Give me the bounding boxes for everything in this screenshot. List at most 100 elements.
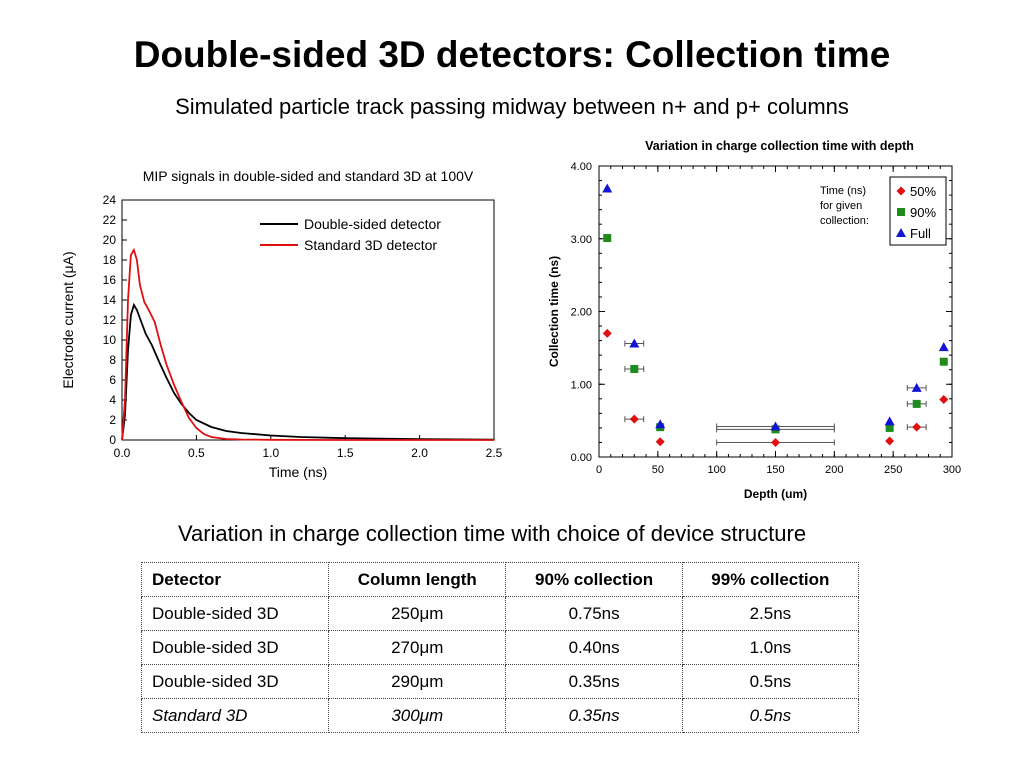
y-tick-label: 12 xyxy=(103,313,117,327)
table-header-row: Detector Column length 90% collection 99… xyxy=(140,562,860,597)
x-tick-label: 0.5 xyxy=(188,446,205,460)
header-column-length: Column length xyxy=(328,562,507,597)
legend-label: Full xyxy=(910,226,931,241)
y-tick-label: 0.00 xyxy=(571,452,592,464)
cell-99-collection: 1.0ns xyxy=(681,630,860,665)
series-line-2 xyxy=(121,247,494,441)
x-tick-label: 1.5 xyxy=(337,446,354,460)
cell-detector: Double-sided 3D xyxy=(140,596,330,631)
data-point-diamond xyxy=(912,422,922,432)
legend-label: 50% xyxy=(910,184,936,199)
y-tick-label: 0 xyxy=(109,433,116,447)
data-point-square xyxy=(603,234,612,243)
y-tick-label: 14 xyxy=(103,293,117,307)
cell-column-length: 300μm xyxy=(328,698,507,733)
plot-frame xyxy=(121,199,495,441)
y-tick-label: 2 xyxy=(109,413,116,427)
y-tick-label: 24 xyxy=(103,193,117,207)
x-tick-label: 300 xyxy=(943,464,961,476)
y-tick-label: 4 xyxy=(109,393,116,407)
legend-note: for given xyxy=(820,200,862,212)
y-tick-label: 18 xyxy=(103,253,117,267)
header-detector: Detector xyxy=(140,562,330,597)
data-point-diamond xyxy=(602,328,612,338)
chart-title: Variation in charge collection time with… xyxy=(645,139,914,153)
cell-99-collection: 0.5ns xyxy=(681,664,860,699)
cell-90-collection: 0.35ns xyxy=(505,664,683,699)
legend-note: Time (ns) xyxy=(820,185,866,197)
cell-column-length: 290μm xyxy=(328,664,507,699)
cell-detector: Standard 3D xyxy=(140,698,330,733)
legend-marker xyxy=(897,208,905,216)
y-axis-label: Collection time (ns) xyxy=(547,256,561,367)
cell-column-length: 250μm xyxy=(328,596,507,631)
y-tick-label: 6 xyxy=(109,373,116,387)
y-axis-label: Electrode current (μA) xyxy=(60,251,76,388)
series-line-1 xyxy=(121,302,495,441)
cell-99-collection: 2.5ns xyxy=(681,596,860,631)
x-tick-label: 150 xyxy=(766,464,784,476)
cell-detector: Double-sided 3D xyxy=(140,630,330,665)
results-table: Detector Column length 90% collection 99… xyxy=(140,562,860,733)
data-point-square xyxy=(630,364,639,373)
legend-marker xyxy=(896,186,906,196)
table-row: Double-sided 3D 250μm 0.75ns 2.5ns xyxy=(140,596,860,631)
x-tick-label: 100 xyxy=(707,464,725,476)
y-tick-label: 4.00 xyxy=(571,161,592,173)
legend-note: collection: xyxy=(820,215,869,227)
y-tick-label: 1.00 xyxy=(571,379,592,391)
header-90-collection: 90% collection xyxy=(505,562,683,597)
data-point-triangle xyxy=(655,419,666,429)
y-tick-label: 10 xyxy=(103,333,117,347)
y-tick-label: 16 xyxy=(103,273,117,287)
legend-marker xyxy=(896,228,906,237)
table-heading: Variation in charge collection time with… xyxy=(177,521,807,546)
data-point-diamond xyxy=(655,437,665,447)
x-axis-label: Depth (um) xyxy=(744,487,807,501)
data-point-triangle xyxy=(602,183,613,193)
y-tick-label: 8 xyxy=(109,353,116,367)
mip-signal-chart: MIP signals in double-sided and standard… xyxy=(60,168,503,480)
data-point-diamond xyxy=(771,437,780,447)
data-point-triangle xyxy=(938,342,949,352)
y-tick-label: 3.00 xyxy=(571,234,592,246)
data-point-triangle xyxy=(884,416,895,426)
x-tick-label: 0 xyxy=(596,464,602,476)
x-tick-label: 2.5 xyxy=(486,446,503,460)
table-row: Standard 3D 300μm 0.35ns 0.5ns xyxy=(140,698,860,733)
cell-90-collection: 0.75ns xyxy=(505,596,683,631)
cell-99-collection: 0.5ns xyxy=(681,698,860,733)
x-tick-label: 1.0 xyxy=(262,446,279,460)
header-99-collection: 99% collection xyxy=(681,562,860,597)
data-point-diamond xyxy=(939,395,949,405)
table-row: Double-sided 3D 290μm 0.35ns 0.5ns xyxy=(140,664,860,699)
data-point-triangle xyxy=(770,421,781,431)
slide-title: Double-sided 3D detectors: Collection ti… xyxy=(133,34,891,75)
x-tick-label: 250 xyxy=(884,464,902,476)
legend-label: Standard 3D detector xyxy=(304,237,437,253)
data-point-square xyxy=(885,423,894,432)
cell-detector: Double-sided 3D xyxy=(140,664,330,699)
slide-subtitle: Simulated particle track passing midway … xyxy=(175,94,849,119)
x-axis-label: Time (ns) xyxy=(269,464,328,480)
collection-time-depth-chart: Variation in charge collection time with… xyxy=(547,139,961,501)
cell-90-collection: 0.40ns xyxy=(505,630,683,665)
data-point-triangle xyxy=(629,338,640,348)
cell-90-collection: 0.35ns xyxy=(505,698,683,733)
legend-label: Double-sided detector xyxy=(304,216,441,232)
cell-column-length: 270μm xyxy=(328,630,507,665)
data-point-diamond xyxy=(885,436,895,446)
x-tick-label: 50 xyxy=(652,464,664,476)
y-tick-label: 20 xyxy=(103,233,117,247)
data-point-square xyxy=(939,357,948,366)
chart-title: MIP signals in double-sided and standard… xyxy=(143,168,474,184)
y-tick-label: 2.00 xyxy=(571,307,592,319)
x-tick-label: 0.0 xyxy=(114,446,131,460)
y-tick-label: 22 xyxy=(103,213,117,227)
table-row: Double-sided 3D 270μm 0.40ns 1.0ns xyxy=(140,630,860,665)
data-point-diamond xyxy=(629,414,639,424)
x-tick-label: 200 xyxy=(825,464,843,476)
data-point-triangle xyxy=(911,382,922,392)
data-point-square xyxy=(912,399,921,408)
legend-label: 90% xyxy=(910,205,936,220)
